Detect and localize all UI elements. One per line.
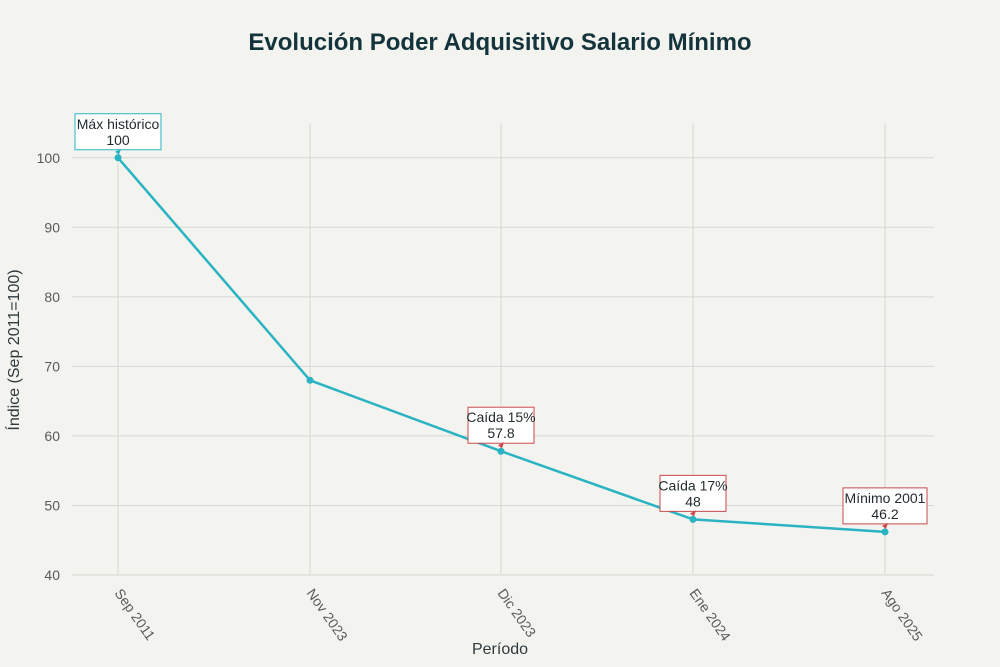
annotation-arrow: [690, 510, 696, 517]
annotation-label: Máx histórico: [77, 116, 160, 132]
axis-ticks: 40 50 60 70 80 90 100 Sep 2011 Nov 2023 Dic 2023 E…: [37, 150, 927, 644]
series-line-layer: [114, 154, 889, 536]
annotation-arrow: [882, 522, 888, 529]
x-tick-label: Ene 2024: [687, 586, 735, 644]
annotation-box: [467, 406, 535, 444]
y-tick-label: 70: [44, 358, 60, 374]
annotation-value: 46.2: [871, 506, 898, 522]
data-point: [306, 376, 314, 384]
data-point: [689, 515, 697, 523]
y-axis-label: Índice (Sep 2011=100): [4, 269, 23, 430]
annotation-label: Caída 15%: [466, 409, 535, 425]
annotation-value: 100: [106, 132, 130, 148]
annotation-box: [74, 113, 162, 151]
x-tick-label: Nov 2023: [304, 586, 352, 644]
y-tick-label: 90: [44, 219, 60, 235]
x-axis-label: Período: [472, 641, 528, 658]
annotation-value: 48: [685, 493, 701, 509]
x-tick-label: Dic 2023: [495, 586, 540, 641]
y-tick-label: 60: [44, 428, 60, 444]
y-tick-label: 40: [44, 567, 60, 583]
data-point: [497, 447, 505, 455]
data-point: [114, 154, 122, 162]
annotation-label: Mínimo 2001: [845, 490, 926, 506]
grid: [72, 123, 934, 576]
x-tick-label: Sep 2011: [112, 586, 159, 644]
annotation-box: [659, 474, 727, 512]
x-tick-label: Ago 2025: [879, 586, 927, 644]
annotation-label: Caída 17%: [658, 477, 727, 493]
annotation-box: [842, 487, 928, 525]
y-tick-label: 50: [44, 497, 60, 513]
chart-title: Evolución Poder Adquisitivo Salario Míni…: [248, 29, 751, 56]
annotation-value: 57.8: [487, 425, 514, 441]
annotation-arrow: [498, 442, 504, 449]
annotation-arrow: [115, 148, 121, 155]
y-tick-label: 100: [37, 150, 61, 166]
data-point: [881, 528, 889, 536]
y-tick-label: 80: [44, 289, 60, 305]
